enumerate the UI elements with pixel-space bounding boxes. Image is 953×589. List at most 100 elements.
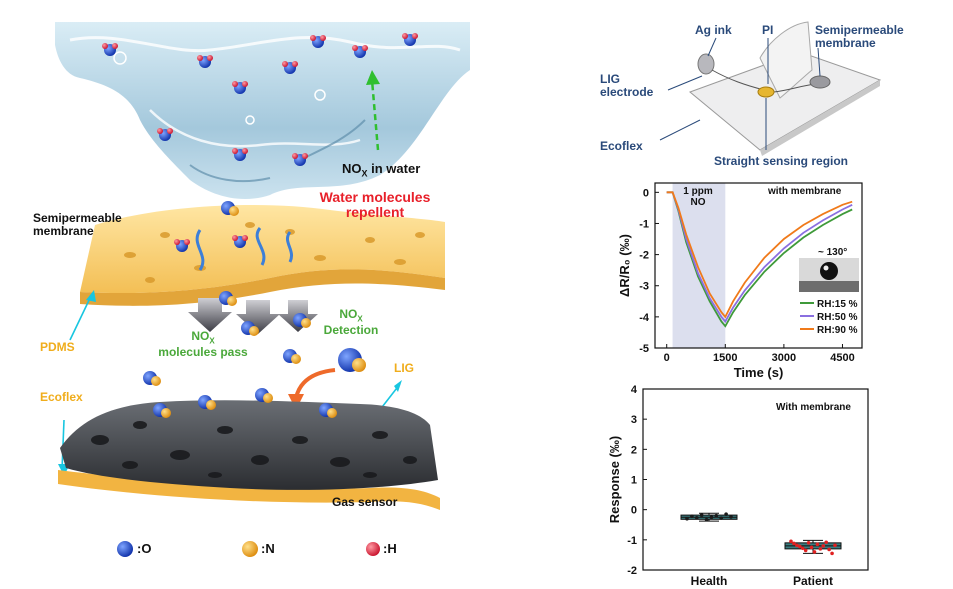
hydrogen-atom [352, 45, 358, 51]
semipermeable-membrane [80, 205, 445, 306]
device-membrane-label: Semipermeable membrane [815, 23, 904, 51]
sensing-region [757, 86, 775, 98]
hydrogen-atom [310, 35, 316, 41]
nox-pass-label: NOX molecules pass [158, 329, 248, 360]
data-point [709, 515, 714, 520]
x-tick-label: 4500 [830, 352, 854, 364]
hydrogen-atom [184, 239, 190, 245]
exposure-shaded-region [672, 183, 726, 348]
hydrogen-atom [362, 45, 368, 51]
hydrogen-atom [282, 61, 288, 67]
legend-label: RH:15 % [817, 299, 858, 310]
hydrogen-atom [232, 81, 238, 87]
hydrogen-atom [174, 239, 180, 245]
hydrogen-atom [207, 55, 213, 61]
hydrogen-atom [242, 235, 248, 241]
nox-in-water-label: NOX in water [342, 161, 421, 179]
nitrogen-atom [327, 408, 337, 418]
ag-ink-pad [697, 53, 715, 75]
atom-legend [117, 541, 380, 557]
molecule [283, 349, 301, 364]
hydrogen-atom [167, 128, 173, 134]
nitrogen-atom [263, 393, 273, 403]
molecule [232, 235, 248, 248]
molecules [102, 33, 418, 418]
y-tick-label: 3 [631, 414, 637, 426]
molecule [102, 43, 118, 56]
molecule [197, 55, 213, 68]
legend-label: RH:90 % [817, 325, 858, 336]
nitrogen-atom [206, 400, 216, 410]
y-tick-label: -4 [639, 312, 650, 324]
upward-flow-arrow [370, 79, 380, 151]
chart1-annotation: with membrane [768, 186, 842, 197]
molecule [143, 371, 161, 386]
water-repellent-label: Water molecules repellent [319, 189, 431, 221]
data-point [719, 516, 724, 520]
hydrogen-atom [242, 81, 248, 87]
hydrogen-atom [292, 61, 298, 67]
nitrogen-atom [229, 206, 239, 216]
lig-electrode-label: LIG electrode [600, 72, 654, 100]
legend-label: RH:50 % [817, 312, 858, 323]
molecule [319, 403, 337, 418]
legend-n-label: :N [261, 541, 275, 556]
molecule [402, 33, 418, 46]
molecule [292, 153, 308, 166]
chart2-annotation: With membrane [776, 402, 851, 413]
hydrogen-atom [302, 153, 308, 159]
gas-sensor-label: Gas sensor [332, 495, 398, 509]
data-point [800, 546, 805, 551]
x-category-label: Patient [793, 574, 833, 588]
molecule [198, 395, 216, 410]
y-tick-label: -2 [627, 565, 637, 577]
molecule [338, 348, 366, 372]
molecule [241, 321, 259, 336]
hydrogen-atom [232, 148, 238, 154]
pdms-label: PDMS [40, 340, 75, 354]
data-point [833, 543, 837, 548]
nitrogen-atom [227, 296, 237, 306]
y-tick-label: -3 [639, 281, 649, 293]
chart1-frame [654, 182, 863, 349]
molecule [153, 403, 171, 418]
molecule [310, 35, 326, 48]
molecule [221, 201, 239, 216]
x-tick-label: 0 [664, 352, 670, 364]
nitrogen-atom [161, 408, 171, 418]
data-point [824, 540, 828, 545]
data-point [827, 547, 831, 552]
data-point [798, 544, 802, 549]
hydrogen-atom-icon [366, 542, 380, 556]
pi-film [759, 21, 813, 99]
chart1-exposure-label: 1 ppm NO [683, 186, 713, 208]
x-axis-title: Time (s) [734, 365, 784, 380]
x-tick-label: 1500 [713, 352, 737, 364]
nitrogen-atom [291, 354, 301, 364]
nitrogen-atom [352, 358, 366, 372]
nox-detection-label: NOX Detection [323, 307, 379, 338]
data-point [690, 514, 694, 519]
x-tick-label: 3000 [772, 352, 796, 364]
data-point [789, 539, 793, 544]
droplet-highlight [823, 265, 829, 271]
molecule [352, 45, 368, 58]
molecule [232, 81, 248, 94]
nitrogen-atom [249, 326, 259, 336]
hydrogen-atom [242, 148, 248, 154]
ag-ink-label: Ag ink [695, 23, 732, 37]
series-line-rh90 [666, 191, 853, 319]
y-tick-label: 0 [643, 187, 649, 199]
data-point [821, 544, 826, 548]
legend-h-label: :H [383, 541, 397, 556]
data-point [714, 513, 719, 518]
data-point [694, 516, 699, 520]
pi-label: PI [762, 23, 774, 37]
device-ecoflex-label: Ecoflex [600, 139, 643, 153]
molecule [232, 148, 248, 161]
molecule [174, 239, 190, 252]
hydrogen-atom [197, 55, 203, 61]
